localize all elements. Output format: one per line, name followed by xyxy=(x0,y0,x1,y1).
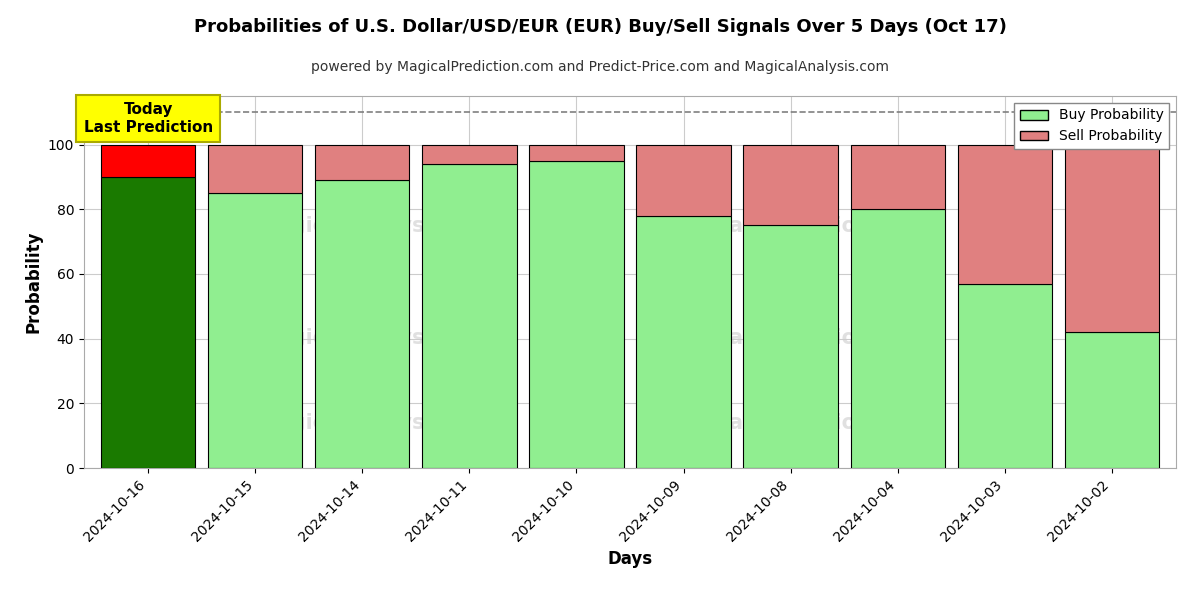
Text: MagicalAnalysis.com: MagicalAnalysis.com xyxy=(257,328,502,348)
Bar xyxy=(1064,332,1159,468)
Bar xyxy=(636,145,731,215)
Legend: Buy Probability, Sell Probability: Buy Probability, Sell Probability xyxy=(1014,103,1169,149)
Bar xyxy=(851,209,944,468)
Bar xyxy=(958,284,1052,468)
Text: MagicalPrediction.com: MagicalPrediction.com xyxy=(660,328,928,348)
Bar xyxy=(529,161,624,468)
Bar xyxy=(958,145,1052,284)
Y-axis label: Probability: Probability xyxy=(24,231,42,333)
Bar xyxy=(1064,145,1159,332)
Bar xyxy=(636,215,731,468)
X-axis label: Days: Days xyxy=(607,550,653,568)
Bar xyxy=(851,145,944,209)
Text: MagicalPrediction.com: MagicalPrediction.com xyxy=(660,216,928,236)
Bar xyxy=(422,145,516,164)
Bar xyxy=(316,180,409,468)
Bar xyxy=(316,145,409,180)
Text: MagicalAnalysis.com: MagicalAnalysis.com xyxy=(257,216,502,236)
Bar xyxy=(208,145,302,193)
Bar xyxy=(744,145,838,226)
Bar xyxy=(529,145,624,161)
Bar xyxy=(744,226,838,468)
Text: powered by MagicalPrediction.com and Predict-Price.com and MagicalAnalysis.com: powered by MagicalPrediction.com and Pre… xyxy=(311,60,889,74)
Bar xyxy=(101,145,196,177)
Text: Today
Last Prediction: Today Last Prediction xyxy=(84,103,212,135)
Text: MagicalAnalysis.com: MagicalAnalysis.com xyxy=(257,413,502,433)
Bar xyxy=(208,193,302,468)
Bar xyxy=(422,164,516,468)
Text: Probabilities of U.S. Dollar/USD/EUR (EUR) Buy/Sell Signals Over 5 Days (Oct 17): Probabilities of U.S. Dollar/USD/EUR (EU… xyxy=(193,18,1007,36)
Bar xyxy=(101,177,196,468)
Text: MagicalPrediction.com: MagicalPrediction.com xyxy=(660,413,928,433)
